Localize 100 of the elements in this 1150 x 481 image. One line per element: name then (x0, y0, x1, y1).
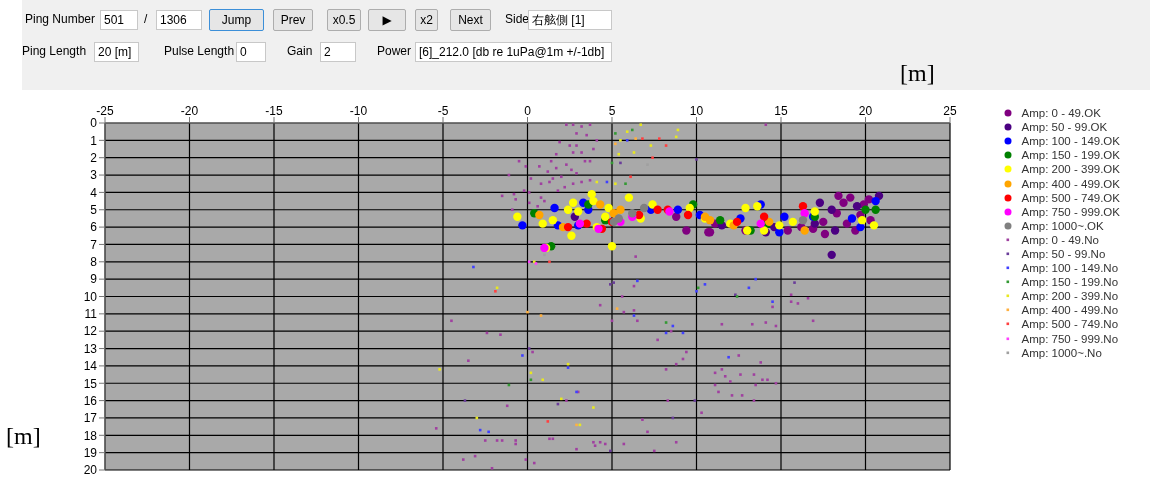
point (869, 221, 879, 230)
point (619, 139, 622, 142)
x-tick-label: 25 (943, 104, 957, 118)
point (625, 130, 629, 133)
point (800, 226, 809, 235)
point (438, 368, 441, 371)
text: x2 (415, 9, 438, 31)
point (727, 355, 730, 359)
y-tick-label: 19 (83, 445, 98, 460)
text: Next (450, 9, 491, 31)
y-tick-label: 0 (90, 116, 98, 131)
x-tick-label: -25 (96, 104, 114, 118)
point (550, 203, 559, 213)
point (695, 290, 698, 293)
point (819, 217, 828, 227)
point (827, 250, 836, 260)
y-tick-label: 15 (83, 376, 98, 391)
y-tick-label: 10 (83, 289, 98, 304)
point (592, 406, 595, 409)
legend-label: Amp: 750 - 999.OK (1021, 205, 1120, 218)
point (756, 219, 765, 228)
x-tick-label: 10 (689, 104, 704, 118)
text: / (144, 12, 148, 26)
point (639, 123, 643, 127)
legend-label: Amp: 500 - 749.No (1021, 318, 1119, 331)
legend-label: Amp: 750 - 999.No (1021, 332, 1119, 345)
point (574, 207, 583, 216)
point (847, 214, 857, 223)
point (616, 205, 625, 214)
point (567, 231, 576, 240)
point (783, 226, 792, 235)
point (815, 198, 825, 208)
text: 0 (236, 42, 266, 62)
x-tick-label: 0 (524, 104, 532, 118)
point (548, 215, 558, 225)
point (589, 196, 598, 206)
y-tick-label: 3 (90, 168, 98, 183)
point (587, 189, 596, 199)
text: Power (377, 44, 412, 58)
y-tick-label: 1 (90, 133, 98, 148)
point (639, 203, 649, 213)
point (634, 137, 637, 140)
y-tick-label: 8 (90, 255, 98, 270)
point (695, 158, 698, 161)
point (856, 222, 865, 232)
text: 右舷側 [1] (528, 10, 612, 30)
point (609, 283, 612, 286)
y-tick-label: 12 (83, 324, 98, 339)
y-tick-label: 20 (83, 463, 98, 478)
point (625, 139, 629, 142)
point (538, 219, 547, 228)
point (601, 212, 610, 221)
x-tick-label: -20 (180, 104, 199, 118)
point (641, 137, 644, 140)
point (800, 209, 809, 218)
point (609, 209, 618, 218)
point (494, 290, 497, 293)
point (682, 226, 691, 235)
point (673, 205, 683, 214)
y-tick-label: 11 (84, 307, 98, 322)
point (852, 202, 862, 211)
text: Gain (287, 44, 313, 58)
y-tick-label: 17 (83, 411, 98, 426)
point (715, 215, 725, 225)
text: Side (505, 12, 530, 26)
point (651, 156, 654, 159)
text: Ping Number (25, 12, 96, 26)
text: x0.5 (327, 9, 361, 31)
point (617, 152, 621, 156)
legend-label: Amp: 0 - 49.No (1021, 233, 1099, 246)
point (653, 205, 662, 214)
point (568, 198, 578, 208)
x-axis-title: [m] (900, 60, 935, 87)
legend-label: Amp: 100 - 149.OK (1021, 135, 1120, 148)
x-tick-label: -15 (265, 104, 283, 118)
point (759, 212, 769, 221)
legend-label: Amp: 400 - 499.No (1021, 304, 1119, 317)
point (846, 193, 855, 202)
point (518, 221, 527, 230)
y-tick-label: 9 (90, 272, 98, 287)
point (607, 241, 617, 251)
point (648, 200, 657, 209)
point (827, 205, 836, 214)
point (775, 221, 784, 230)
legend-label: Amp: 100 - 149.No (1021, 262, 1119, 275)
y-tick-label: 4 (90, 185, 98, 200)
point (705, 215, 715, 225)
point (857, 215, 867, 225)
point (541, 378, 545, 382)
point (595, 200, 605, 209)
point (535, 210, 544, 220)
point (563, 222, 573, 232)
point (614, 182, 617, 186)
point (830, 226, 840, 235)
point (732, 217, 742, 227)
y-tick-label: 13 (83, 341, 98, 356)
point (612, 281, 615, 284)
point (614, 132, 617, 135)
x-tick-label: 15 (774, 104, 788, 118)
point (864, 195, 874, 204)
